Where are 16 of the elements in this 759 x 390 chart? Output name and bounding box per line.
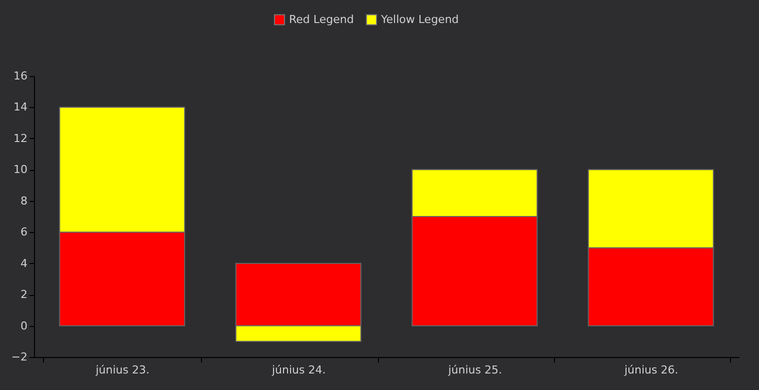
- x-tick-label: június 23.: [94, 364, 150, 376]
- y-tick-label: 4: [20, 256, 28, 270]
- y-tick-label: 14: [14, 100, 28, 114]
- y-tick-label: 0: [20, 319, 28, 332]
- y-tick-label: 10: [14, 163, 28, 176]
- y-tick-label: 2: [20, 288, 28, 302]
- legend-label: Red Legend: [289, 12, 354, 26]
- legend-label: Yellow Legend: [380, 12, 459, 26]
- y-tick-label: 8: [20, 194, 28, 208]
- y-tick-label: −2: [11, 350, 28, 364]
- x-tick-label: június 25.: [447, 364, 502, 376]
- y-tick-label: 12: [14, 132, 28, 145]
- x-tick-label: június 24.: [271, 364, 326, 376]
- x-tick-label: június 26.: [624, 364, 678, 376]
- y-tick-label: 6: [20, 226, 28, 239]
- y-tick-label: 16: [14, 70, 28, 82]
